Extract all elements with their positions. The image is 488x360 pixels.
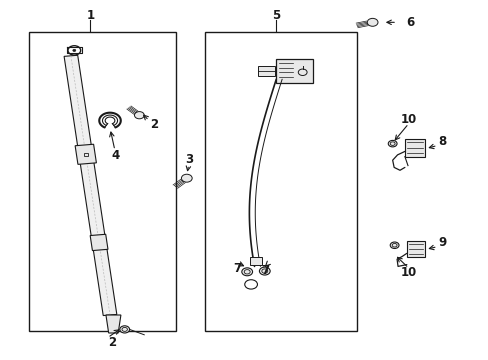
Circle shape: [181, 174, 192, 182]
Bar: [250, 257, 262, 265]
Polygon shape: [106, 315, 121, 333]
Bar: [404, 139, 425, 157]
Circle shape: [366, 18, 377, 26]
Circle shape: [261, 269, 267, 273]
Polygon shape: [90, 234, 108, 251]
Text: 6: 6: [406, 16, 414, 29]
Circle shape: [120, 326, 129, 333]
Text: 7: 7: [261, 264, 269, 277]
Circle shape: [122, 328, 127, 331]
Text: 2: 2: [150, 118, 158, 131]
Text: 2: 2: [108, 336, 116, 348]
Text: 10: 10: [400, 113, 416, 126]
Circle shape: [389, 142, 394, 145]
Bar: [29, 32, 176, 331]
Bar: [406, 241, 425, 257]
Circle shape: [387, 140, 396, 147]
Text: 9: 9: [438, 236, 446, 249]
Text: 5: 5: [272, 9, 280, 22]
Circle shape: [242, 268, 252, 276]
Bar: [257, 66, 274, 76]
Bar: [83, 153, 87, 156]
Circle shape: [259, 267, 270, 275]
Bar: [276, 59, 312, 83]
Text: 3: 3: [184, 153, 192, 166]
Circle shape: [73, 49, 76, 51]
Circle shape: [391, 243, 396, 247]
Text: 10: 10: [400, 266, 416, 279]
Polygon shape: [64, 55, 117, 316]
Text: 7: 7: [233, 262, 241, 275]
Text: 8: 8: [438, 135, 446, 148]
Text: 4: 4: [112, 149, 120, 162]
Polygon shape: [75, 144, 96, 165]
Circle shape: [244, 270, 250, 274]
Bar: [205, 32, 356, 331]
Text: 1: 1: [86, 9, 94, 22]
Circle shape: [134, 112, 144, 119]
Circle shape: [389, 242, 398, 248]
